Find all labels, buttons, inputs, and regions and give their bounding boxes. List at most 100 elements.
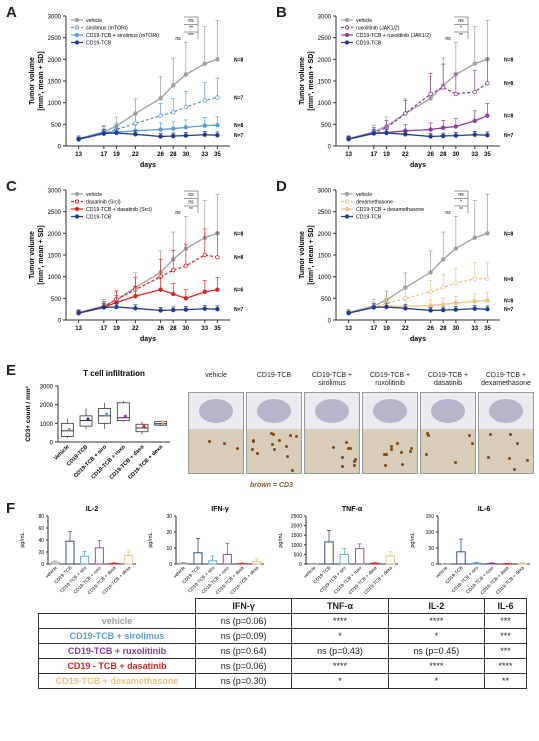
ihc-micrograph <box>246 392 302 474</box>
ihc-micrograph <box>304 392 360 474</box>
n-label: N=7 <box>234 95 244 101</box>
x-tick-label: 28 <box>170 326 177 332</box>
series-line-3 <box>78 306 218 314</box>
cd3-positive-cell <box>390 445 394 449</box>
cd3-positive-cell <box>353 464 357 468</box>
panel-letter-b: B <box>276 4 287 21</box>
bar <box>80 555 90 565</box>
data-point <box>428 96 433 101</box>
cd3-positive-cell <box>516 442 520 446</box>
y-tick-label: 1000 <box>48 275 62 281</box>
micrograph-label: CD19-TCB + dexamethasone <box>481 372 531 387</box>
data-point <box>215 132 220 138</box>
n-label: N=8 <box>504 114 514 120</box>
micrograph-zoom <box>247 429 301 473</box>
y-tick-label: 100 <box>426 530 435 536</box>
data-point <box>403 285 408 290</box>
table-cell: **** <box>291 613 389 629</box>
x-tick-label: 22 <box>402 152 409 158</box>
data-point <box>472 61 477 66</box>
cd3-positive-cell <box>425 453 429 457</box>
ihc-micrograph-strip: vehicle CD19-TCB CD19-TCB + sirolimus CD19-… <box>188 372 536 490</box>
y-tick-label: 0 <box>299 562 302 568</box>
legend-label: CD19-TCB <box>86 41 112 47</box>
data-point <box>453 300 459 306</box>
micrograph-overview <box>421 393 475 429</box>
data-point <box>202 289 207 295</box>
row-label: CD19-TCB + dexamethasone <box>38 673 196 689</box>
data-point <box>485 231 490 236</box>
panel-letter-c: C <box>6 178 17 195</box>
data-point <box>171 133 176 139</box>
legend-marker <box>344 191 350 197</box>
cd3-positive-cell <box>256 451 260 455</box>
tumor-volume-chart-ruxolitinib: 0 500 1000 1500 2000 2500 3000 13 17 19 22 26 28 30 33… <box>299 15 514 170</box>
data-point <box>183 133 189 138</box>
legend-marker <box>74 25 80 30</box>
x-tick-label: 13 <box>345 326 352 332</box>
data-point <box>171 109 176 115</box>
micrograph-label: CD19-TCB <box>256 372 292 379</box>
chart-title: IL-2 <box>86 506 99 513</box>
ihc-micrograph <box>420 392 476 474</box>
table-cell: *** <box>483 613 528 629</box>
tissue-section <box>489 399 523 423</box>
ihc-micrograph <box>478 392 534 474</box>
table-cell: ns (p=0.43) <box>291 643 389 659</box>
row-label: CD19-TCB + ruxolitinib <box>38 643 196 659</box>
x-tick-label: vehicle <box>303 565 317 579</box>
panel-letter-a: A <box>6 4 17 21</box>
y-tick-label: 3000 <box>318 15 332 21</box>
cd3-positive-cell <box>270 443 274 447</box>
micrograph-zoom <box>189 429 243 473</box>
cd3-positive-cell <box>269 432 273 436</box>
y-tick-label: 0 <box>169 562 172 568</box>
x-tick-label: 13 <box>345 152 352 158</box>
x-tick-label: CD19-TCB + dexa <box>101 565 131 595</box>
y-tick-label: 30 <box>166 514 172 520</box>
table-cell: *** <box>483 628 528 644</box>
table-cell: **** <box>387 613 485 629</box>
table-cell: ** <box>483 673 528 689</box>
y-tick-label: 3000 <box>40 385 54 391</box>
data-point <box>441 307 446 313</box>
y-tick-label: 60 <box>38 526 44 532</box>
y-tick-label: 2000 <box>318 58 332 64</box>
cd3-positive-cell <box>273 448 277 452</box>
bar <box>456 551 466 565</box>
cd3-positive-cell <box>410 447 414 451</box>
x-axis-label: days <box>140 336 156 343</box>
tissue-section <box>373 399 407 423</box>
cytokine-significance-table: IFN-γ TNF-α IL-2 IL-6 vehicle ns (p=0.06… <box>38 598 528 689</box>
micrograph-label: CD19-TCB + dasatinib <box>427 372 469 387</box>
micrograph-overview <box>189 393 243 429</box>
bar <box>237 563 247 565</box>
x-tick-label: 17 <box>101 326 108 332</box>
series-line-0 <box>78 232 218 314</box>
x-tick-label: 35 <box>214 152 221 158</box>
legend-label: CD19-TCB + sirolimus (mTORi) <box>86 33 159 39</box>
data-point <box>384 304 389 310</box>
n-label: N=7 <box>504 307 514 313</box>
cd3-positive-cell <box>409 450 413 454</box>
sig-label: ns <box>188 18 194 24</box>
data-point <box>428 303 433 308</box>
sig-label: ns <box>175 36 181 42</box>
y-tick-label: 3000 <box>48 15 62 21</box>
legend-marker <box>74 206 80 212</box>
x-axis-label: days <box>140 162 156 169</box>
x-tick-label: 17 <box>371 152 378 158</box>
bar <box>193 552 203 565</box>
data-point <box>171 291 176 297</box>
legend-label: CD19-TCB <box>356 215 382 221</box>
bar <box>370 562 380 565</box>
legend-marker <box>74 214 80 219</box>
x-tick-label: 28 <box>440 326 447 332</box>
sig-label: ** <box>189 207 193 213</box>
x-tick-label: 30 <box>453 152 460 158</box>
cd3-positive-cell <box>208 440 212 444</box>
x-tick-label: 33 <box>201 152 208 158</box>
sig-label: ns <box>175 210 181 216</box>
y-tick-label: 1000 <box>291 543 302 549</box>
data-point <box>161 420 165 424</box>
